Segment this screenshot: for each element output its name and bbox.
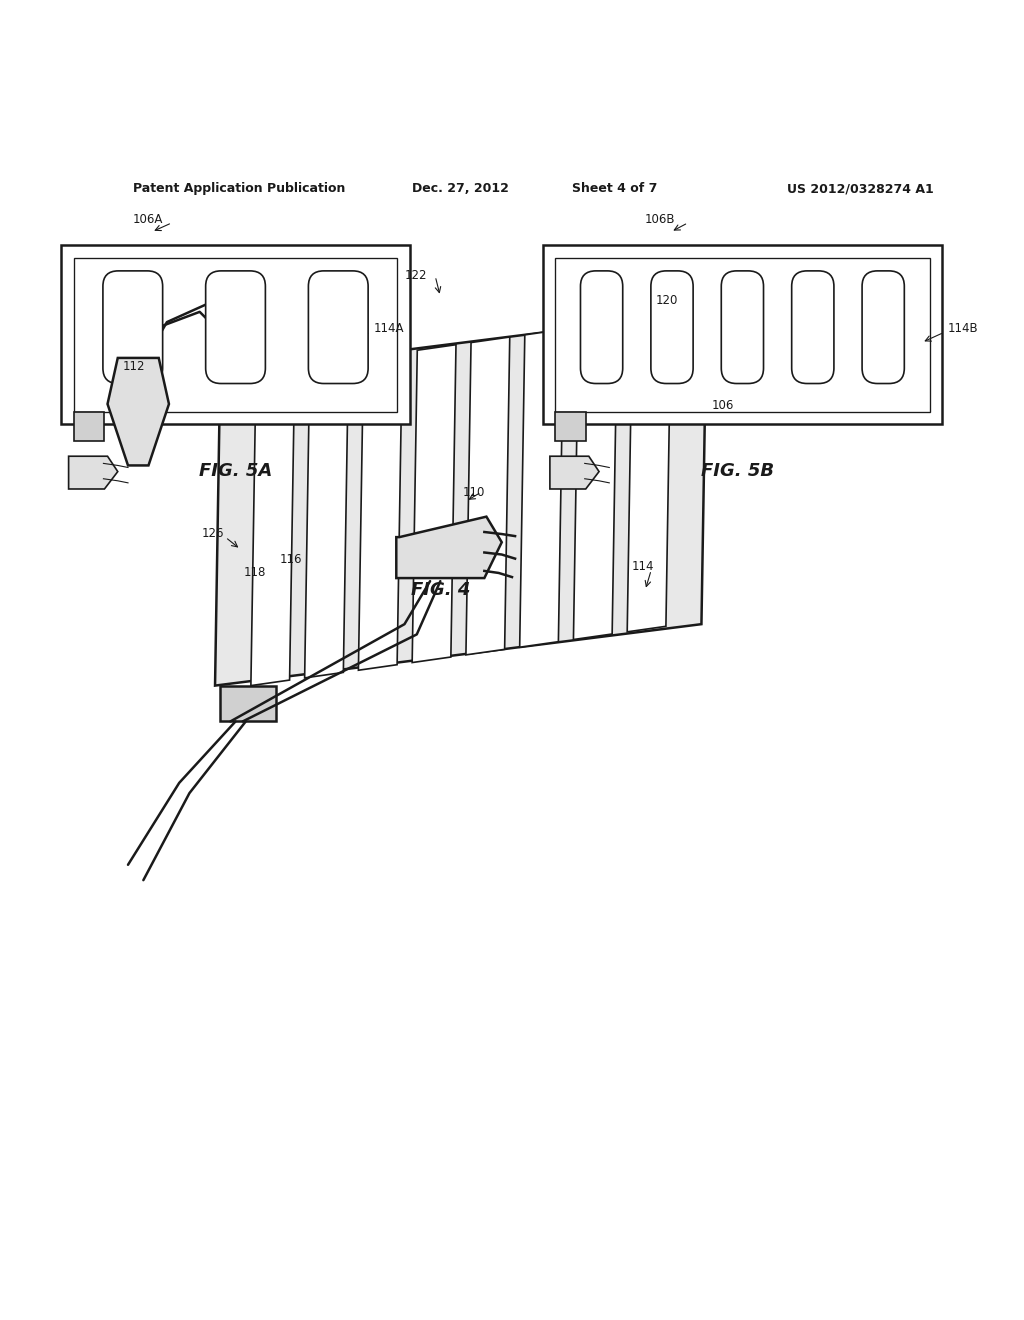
Bar: [555, 412, 586, 441]
Text: 106: 106: [712, 399, 734, 412]
Polygon shape: [396, 516, 502, 578]
Bar: [140, 414, 151, 445]
Polygon shape: [520, 330, 563, 647]
Polygon shape: [466, 337, 510, 655]
Bar: [220, 685, 276, 722]
Bar: [61, 246, 410, 425]
Text: Patent Application Publication: Patent Application Publication: [133, 182, 345, 195]
FancyBboxPatch shape: [206, 271, 265, 384]
Text: FIG. 5B: FIG. 5B: [700, 462, 774, 479]
FancyBboxPatch shape: [721, 271, 764, 384]
Polygon shape: [573, 322, 617, 639]
FancyBboxPatch shape: [102, 271, 163, 384]
Text: 122: 122: [404, 269, 427, 282]
Polygon shape: [550, 457, 599, 488]
Text: Sheet 4 of 7: Sheet 4 of 7: [571, 182, 657, 195]
Polygon shape: [358, 352, 402, 671]
Bar: [74, 257, 397, 412]
Bar: [74, 412, 104, 441]
Text: 120: 120: [655, 293, 678, 306]
Bar: [652, 312, 681, 334]
FancyBboxPatch shape: [651, 271, 693, 384]
Bar: [543, 246, 942, 425]
Text: 110: 110: [463, 486, 485, 499]
Text: 118: 118: [244, 566, 266, 579]
Text: FIG. 4: FIG. 4: [411, 581, 470, 599]
Text: 106B: 106B: [645, 213, 676, 226]
Text: Dec. 27, 2012: Dec. 27, 2012: [413, 182, 509, 195]
FancyBboxPatch shape: [308, 271, 369, 384]
Text: 114: 114: [632, 560, 654, 573]
FancyBboxPatch shape: [862, 271, 904, 384]
Text: 112: 112: [123, 360, 145, 374]
Polygon shape: [305, 360, 348, 678]
Polygon shape: [69, 457, 118, 488]
Polygon shape: [251, 368, 295, 685]
Text: 106A: 106A: [133, 213, 164, 226]
Text: 114B: 114B: [947, 322, 978, 335]
Polygon shape: [627, 314, 671, 632]
FancyBboxPatch shape: [581, 271, 623, 384]
Bar: [555, 257, 930, 412]
Text: 114A: 114A: [374, 322, 404, 335]
Text: 116: 116: [280, 553, 302, 566]
Polygon shape: [108, 358, 169, 466]
Text: 126: 126: [202, 527, 224, 540]
Polygon shape: [215, 312, 707, 685]
Bar: [126, 414, 136, 445]
Text: FIG. 5A: FIG. 5A: [199, 462, 272, 479]
FancyBboxPatch shape: [792, 271, 834, 384]
Polygon shape: [412, 345, 456, 663]
Text: US 2012/0328274 A1: US 2012/0328274 A1: [786, 182, 934, 195]
